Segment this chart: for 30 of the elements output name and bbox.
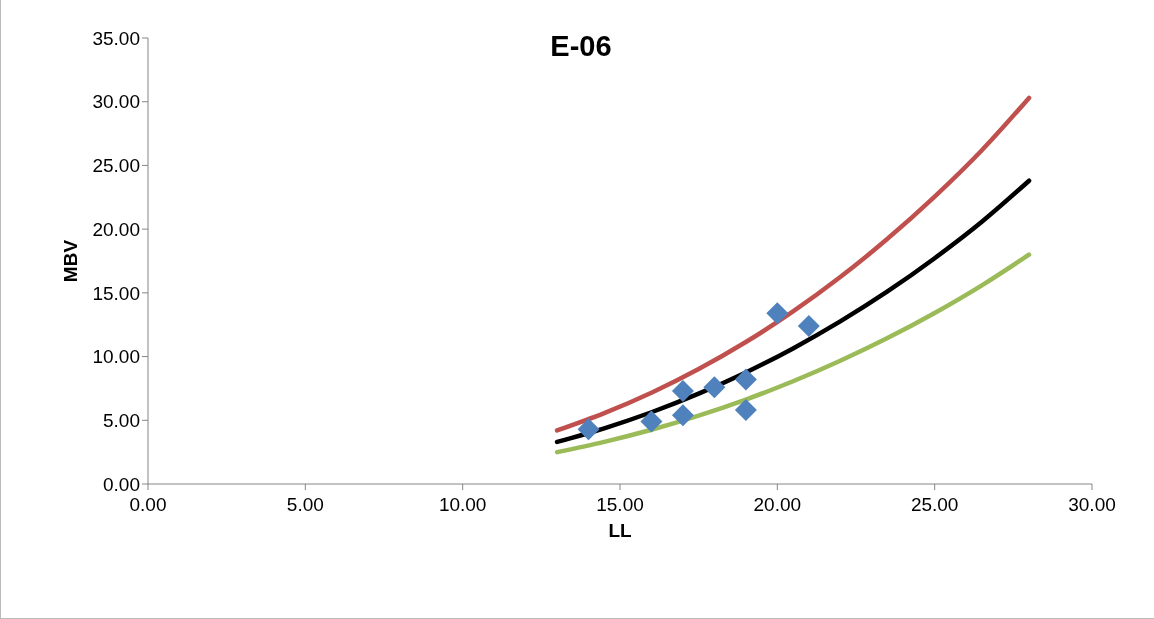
point xyxy=(640,410,663,433)
point xyxy=(797,314,820,337)
x-tick-label: 15.00 xyxy=(596,494,644,516)
point xyxy=(734,368,757,391)
point xyxy=(734,399,757,422)
y-tick-label: 10.00 xyxy=(92,346,140,368)
point xyxy=(671,379,694,402)
y-tick-label: 0.00 xyxy=(103,473,140,495)
x-tick-label: 25.00 xyxy=(910,494,959,516)
y-tick-label: 30.00 xyxy=(92,91,140,113)
y-tick-label: 5.00 xyxy=(103,410,140,432)
y-tick-label: 15.00 xyxy=(92,282,140,304)
x-tick-label: 30.00 xyxy=(1068,494,1116,516)
line-series xyxy=(554,252,1032,455)
y-tick-label: 35.00 xyxy=(92,27,140,49)
x-axis-title: LL xyxy=(608,520,632,541)
line-series xyxy=(554,95,1032,433)
line-series xyxy=(554,178,1032,445)
y-tick-label: 25.00 xyxy=(92,155,140,177)
point xyxy=(577,418,600,441)
y-axis-title: MBV xyxy=(59,239,81,283)
x-tick-label: 20.00 xyxy=(753,494,802,516)
point xyxy=(671,404,694,427)
point xyxy=(703,376,726,399)
y-tick-label: 20.00 xyxy=(92,218,140,240)
point xyxy=(766,302,789,325)
x-tick-label: 0.00 xyxy=(129,494,167,516)
x-tick-label: 10.00 xyxy=(438,494,487,516)
chart-title: E-06 xyxy=(549,30,613,63)
x-tick-label: 5.00 xyxy=(286,494,324,516)
